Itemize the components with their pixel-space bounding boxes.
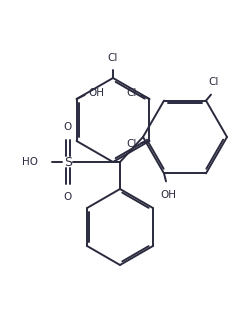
- Text: O: O: [63, 122, 71, 132]
- Text: O: O: [63, 192, 71, 202]
- Text: Cl: Cl: [209, 77, 219, 87]
- Text: S: S: [64, 156, 72, 169]
- Text: OH: OH: [160, 190, 176, 200]
- Text: Cl: Cl: [126, 88, 137, 98]
- Text: HO: HO: [22, 157, 38, 167]
- Text: Cl: Cl: [108, 53, 118, 63]
- Text: Cl: Cl: [126, 139, 137, 149]
- Text: OH: OH: [89, 88, 105, 98]
